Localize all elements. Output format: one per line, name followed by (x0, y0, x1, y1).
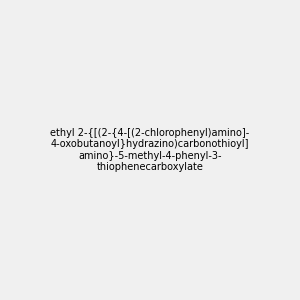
Text: ethyl 2-{[(2-{4-[(2-chlorophenyl)amino]-
4-oxobutanoyl}hydrazino)carbonothioyl]
: ethyl 2-{[(2-{4-[(2-chlorophenyl)amino]-… (50, 128, 250, 172)
